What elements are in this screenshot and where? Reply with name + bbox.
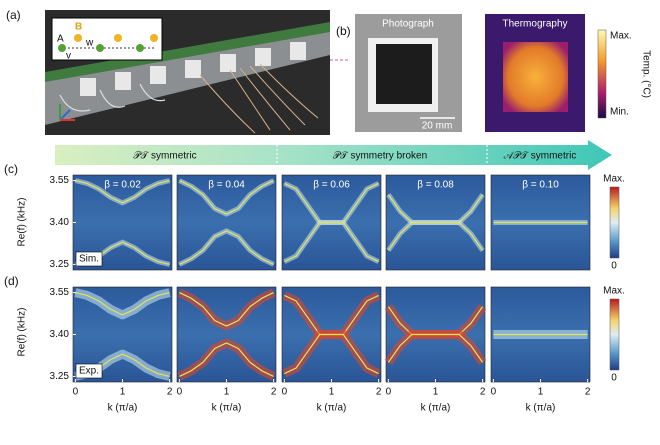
band-curve bbox=[179, 292, 274, 327]
inset-label: A bbox=[57, 34, 64, 45]
inset-label: v bbox=[66, 51, 71, 62]
colorbar-label: Temp. (°C) bbox=[640, 50, 651, 98]
colorbar-min: 0 bbox=[611, 373, 617, 384]
x-axis-label: k (π/a) bbox=[212, 403, 242, 414]
setup-photo bbox=[45, 10, 350, 135]
thermo-title: Thermography bbox=[502, 19, 567, 30]
x-tick-label: 1 bbox=[329, 387, 335, 398]
scale-bar: 20 mm bbox=[422, 121, 453, 132]
band-curve bbox=[284, 221, 379, 263]
colorbar-max: Max. bbox=[603, 174, 625, 185]
colorbar-min: 0 bbox=[611, 261, 617, 272]
y-tick-label: 3.25 bbox=[50, 259, 70, 270]
beta-label: β = 0.06 bbox=[313, 180, 350, 191]
x-tick-label: 0 bbox=[491, 387, 497, 398]
panel-label: (d) bbox=[4, 274, 19, 288]
panel-label: (a) bbox=[6, 8, 21, 22]
x-axis-label: k (π/a) bbox=[421, 403, 451, 414]
row-label-box bbox=[75, 363, 103, 379]
colorbar-min: Min. bbox=[610, 107, 629, 118]
x-tick-label: 2 bbox=[480, 387, 486, 398]
x-tick-label: 0 bbox=[282, 387, 288, 398]
row-label-box bbox=[75, 251, 103, 267]
band-curve bbox=[75, 292, 170, 316]
x-axis-label: k (π/a) bbox=[108, 403, 138, 414]
band-curve bbox=[387, 333, 484, 363]
x-tick-label: 0 bbox=[73, 387, 79, 398]
x-tick-label: 2 bbox=[271, 387, 277, 398]
y-tick-label: 3.40 bbox=[50, 329, 70, 340]
x-tick-label: 2 bbox=[376, 387, 382, 398]
row-label: Exp. bbox=[79, 366, 99, 377]
x-tick-label: 1 bbox=[538, 387, 544, 398]
x-tick-label: 0 bbox=[177, 387, 183, 398]
panel-label: (b) bbox=[336, 24, 351, 38]
y-tick-label: 3.40 bbox=[50, 217, 70, 228]
colorbar-max: Max. bbox=[610, 31, 632, 42]
photo-title: Photograph bbox=[382, 19, 434, 30]
beta-label: β = 0.08 bbox=[417, 180, 454, 191]
band-curve bbox=[284, 333, 379, 375]
phase-label: 𝒜𝒫𝒯 symmetric bbox=[504, 151, 577, 162]
band-curve bbox=[179, 342, 274, 377]
panel-label: (c) bbox=[4, 162, 18, 176]
phase-label: 𝒫𝒯 symmetric bbox=[133, 151, 196, 162]
beta-label: β = 0.10 bbox=[522, 180, 559, 191]
y-axis-label: Re(f) (kHz) bbox=[17, 198, 28, 247]
x-axis-label: k (π/a) bbox=[526, 403, 556, 414]
beta-label: β = 0.02 bbox=[104, 180, 141, 191]
x-tick-label: 0 bbox=[386, 387, 392, 398]
colorbar bbox=[609, 298, 620, 371]
y-tick-label: 3.55 bbox=[50, 175, 70, 186]
band-curve bbox=[179, 180, 274, 215]
inset-label: B bbox=[75, 22, 82, 33]
band-curve bbox=[387, 221, 484, 251]
beta-label: β = 0.04 bbox=[208, 180, 245, 191]
x-tick-label: 1 bbox=[120, 387, 126, 398]
x-tick-label: 2 bbox=[585, 387, 591, 398]
colorbar-max: Max. bbox=[603, 286, 625, 297]
y-tick-label: 3.25 bbox=[50, 371, 70, 382]
x-axis-label: k (π/a) bbox=[317, 403, 347, 414]
colorbar bbox=[609, 186, 620, 259]
y-tick-label: 3.55 bbox=[50, 287, 70, 298]
thermo-image bbox=[485, 14, 607, 132]
band-curve bbox=[75, 180, 170, 204]
sample-photo bbox=[355, 14, 462, 132]
y-axis-label: Re(f) (kHz) bbox=[17, 308, 28, 357]
x-tick-label: 1 bbox=[433, 387, 439, 398]
inset-label: w bbox=[85, 38, 94, 49]
x-tick-label: 1 bbox=[224, 387, 230, 398]
row-label: Sim. bbox=[79, 254, 99, 265]
band-curve bbox=[179, 230, 274, 265]
phase-label: 𝒫𝒯 symmetry broken bbox=[333, 151, 427, 162]
x-tick-label: 2 bbox=[167, 387, 173, 398]
phase-arrow bbox=[55, 140, 612, 170]
